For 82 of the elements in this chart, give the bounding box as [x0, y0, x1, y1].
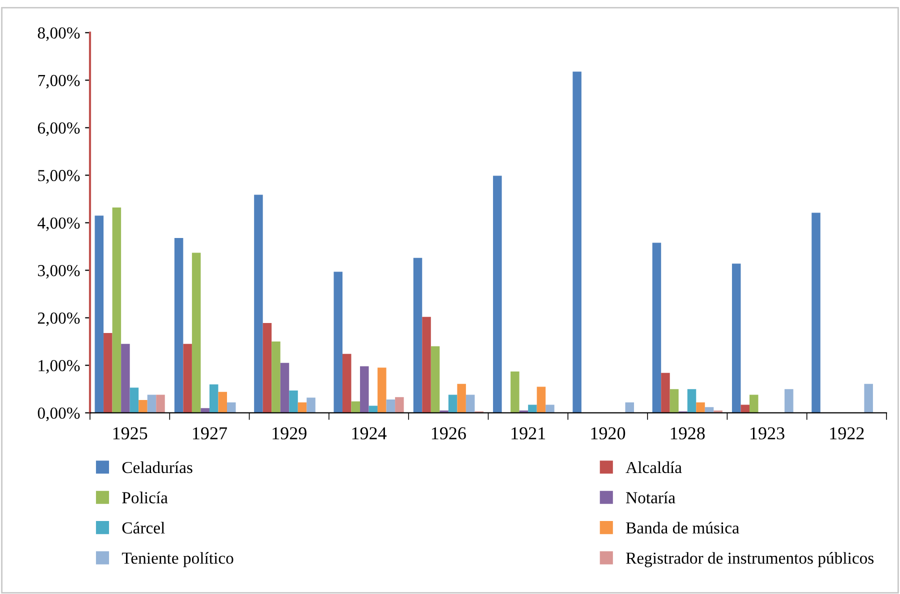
bar [625, 402, 634, 413]
bar [528, 404, 537, 413]
x-tick-label: 1920 [591, 427, 626, 440]
x-tick-label: 1923 [750, 427, 784, 440]
bar [298, 402, 307, 413]
bar [864, 384, 873, 413]
bar [457, 384, 466, 413]
bar [784, 389, 794, 413]
legend-label: Banda de música [626, 522, 740, 534]
bar [430, 346, 440, 413]
y-tick-label: 1,00% [38, 360, 80, 374]
bar [192, 252, 201, 413]
bar [334, 272, 342, 413]
legend-label: Policía [122, 492, 168, 504]
bar [227, 402, 236, 413]
bar [466, 394, 475, 413]
bar [156, 394, 165, 413]
bar [448, 394, 458, 413]
bar [687, 389, 696, 413]
bar [342, 354, 352, 413]
y-tick-label: 8,00% [38, 27, 80, 42]
y-tick-label: 7,00% [38, 74, 80, 89]
bar [94, 216, 104, 413]
bar [696, 402, 705, 413]
bar [351, 401, 360, 413]
x-tick-label: 1922 [830, 427, 864, 440]
y-tick-label: 0,00% [38, 408, 80, 422]
bar [183, 344, 192, 413]
bar [112, 208, 122, 413]
bar [422, 316, 431, 413]
bar [130, 388, 139, 413]
bar [493, 176, 502, 413]
bar [218, 392, 227, 413]
bar [280, 362, 290, 413]
bar [413, 258, 422, 413]
y-tick-label: 5,00% [38, 170, 80, 184]
y-tick-label: 6,00% [38, 122, 80, 136]
x-tick-label: 1929 [272, 427, 306, 440]
legend-label: Alcaldía [626, 461, 682, 474]
x-tick-label: 1925 [113, 427, 148, 440]
bar [652, 242, 662, 413]
bar [147, 394, 156, 413]
bar [289, 390, 298, 413]
bar [138, 400, 148, 413]
bar [378, 368, 386, 413]
bar [740, 404, 750, 413]
bar [510, 371, 520, 413]
bar [174, 238, 184, 413]
bar [386, 400, 396, 413]
bar [121, 344, 130, 413]
bar [200, 408, 210, 413]
bar [368, 406, 378, 413]
y-tick-label: 2,00% [38, 312, 80, 326]
bar [360, 366, 369, 413]
bar [812, 212, 820, 413]
x-tick-label: 1926 [432, 427, 466, 440]
bar [732, 264, 741, 413]
x-tick-label: 1927 [193, 427, 228, 440]
y-tick-label: 4,00% [38, 217, 80, 232]
bar [750, 394, 758, 413]
legend-label: Celadurías [122, 461, 192, 474]
bar [661, 372, 670, 413]
legend-label: Teniente político [122, 552, 234, 568]
x-tick-label: 1924 [352, 427, 387, 440]
bar [536, 386, 546, 413]
bar [546, 404, 554, 413]
bar [306, 398, 316, 413]
bar [254, 194, 263, 413]
legend-label: Registrador de instrumentos públicos [626, 552, 874, 568]
bar [262, 323, 272, 413]
bar [209, 384, 218, 413]
y-tick-label: 3,00% [38, 264, 80, 279]
bar [104, 332, 112, 413]
bar [704, 407, 714, 413]
legend-label: Notaría [626, 492, 676, 504]
x-tick-label: 1921 [512, 427, 546, 440]
bar [272, 342, 280, 413]
bar [395, 397, 404, 413]
bar [572, 72, 582, 413]
bar [670, 389, 679, 413]
legend-label: Cárcel [122, 522, 165, 534]
x-tick-label: 1928 [670, 427, 705, 440]
